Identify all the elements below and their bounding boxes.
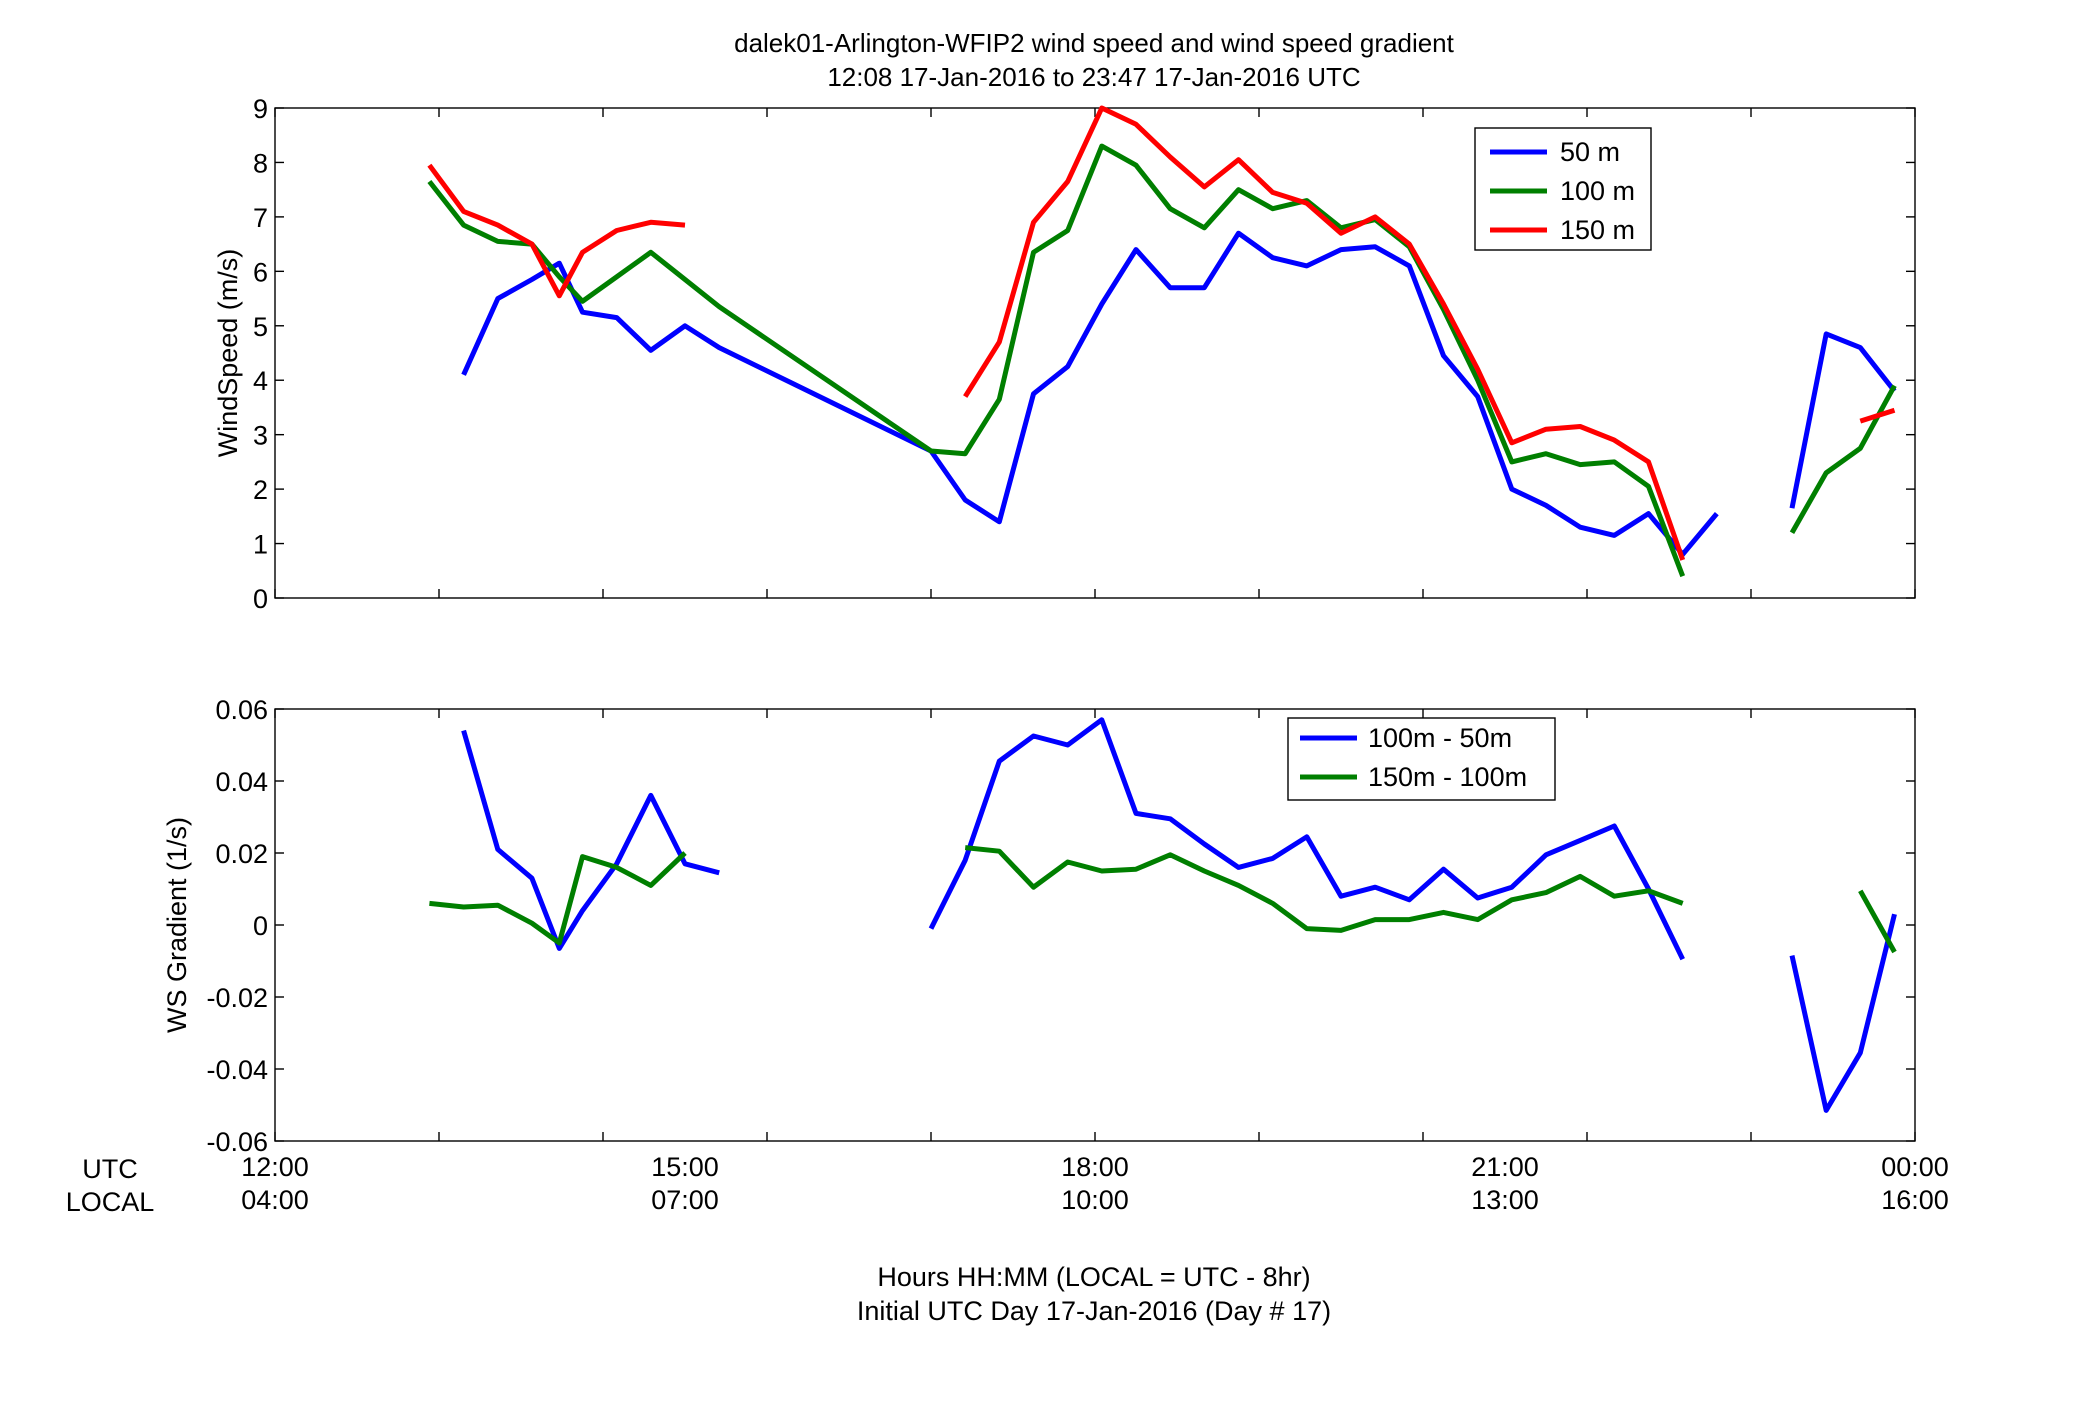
x-tick-label-utc: 12:00: [241, 1152, 309, 1182]
gradient-legend: 100m - 50m 150m - 100m: [1287, 717, 1556, 801]
windspeed-series-lines: [427, 105, 1897, 578]
chart-title-line1: dalek01-Arlington-WFIP2 wind speed and w…: [734, 28, 1455, 58]
windspeed-y-tick-label: 4: [253, 366, 268, 396]
gradient-y-tick-label: -0.02: [206, 983, 268, 1013]
gradient-series-0-line: [461, 717, 1897, 1113]
windspeed-y-tick-label: 8: [253, 148, 268, 178]
x-tick-label-local: 10:00: [1061, 1185, 1129, 1215]
gradient-series-lines: [429, 717, 1897, 1113]
gradient-y-tick-label: 0: [253, 911, 268, 941]
legend-label-150m-100m: 150m - 100m: [1368, 762, 1527, 792]
windspeed-series-0-line: [461, 230, 1897, 557]
x-tick-label-local: 16:00: [1881, 1185, 1949, 1215]
gradient-legend-box: [1287, 717, 1556, 801]
windspeed-series-2-line: [427, 105, 1896, 561]
windspeed-y-tick-label: 2: [253, 475, 268, 505]
gradient-plot-area: [274, 708, 1916, 1142]
windspeed-y-tick-label: 3: [253, 421, 268, 451]
x-tick-label-local: 04:00: [241, 1185, 309, 1215]
gradient-y-tick-label: -0.06: [206, 1127, 268, 1157]
windspeed-y-tick-label: 5: [253, 312, 268, 342]
legend-label-50m: 50 m: [1560, 137, 1620, 167]
windspeed-y-axis-label: WindSpeed (m/s): [213, 249, 243, 458]
windspeed-y-tick-label: 6: [253, 257, 268, 287]
windspeed-panel: 0 1 2 3 4 5 6 7 8 9 WindSpeed (m/s) 50 m 100 m 15…: [213, 94, 1916, 614]
windspeed-legend: 50 m 100 m 150 m: [1474, 127, 1652, 251]
x-row-label-local: LOCAL: [66, 1187, 155, 1217]
windspeed-y-tick-label: 0: [253, 584, 268, 614]
x-tick-label-utc: 00:00: [1881, 1152, 1949, 1182]
gradient-ticks: -0.06 -0.04 -0.02 0 0.02 0.04 0.06: [206, 695, 1916, 1157]
x-tick-label-local: 07:00: [651, 1185, 719, 1215]
windspeed-y-tick-label: 1: [253, 530, 268, 560]
windspeed-y-tick-label: 9: [253, 94, 268, 124]
gradient-y-tick-label: -0.04: [206, 1055, 268, 1085]
gradient-y-tick-label: 0.06: [215, 695, 268, 725]
x-row-label-utc: UTC: [82, 1154, 138, 1184]
windspeed-y-tick-label: 7: [253, 203, 268, 233]
x-tick-label-local: 13:00: [1471, 1185, 1539, 1215]
x-axis-label-line1: Hours HH:MM (LOCAL = UTC - 8hr): [877, 1262, 1310, 1292]
gradient-panel: -0.06 -0.04 -0.02 0 0.02 0.04 0.06 WS Gradient…: [162, 695, 1916, 1157]
gradient-series-1-line: [429, 845, 1897, 954]
gradient-y-axis-label: WS Gradient (1/s): [162, 817, 192, 1033]
gradient-y-tick-label: 0.04: [215, 767, 268, 797]
x-axis-label-line2: Initial UTC Day 17-Jan-2016 (Day # 17): [857, 1296, 1331, 1326]
legend-label-100m: 100 m: [1560, 176, 1635, 206]
x-tick-label-utc: 21:00: [1471, 1152, 1539, 1182]
x-tick-label-utc: 18:00: [1061, 1152, 1129, 1182]
windspeed-ticks: 0 1 2 3 4 5 6 7 8 9: [253, 94, 1916, 614]
chart-title-line2: 12:08 17-Jan-2016 to 23:47 17-Jan-2016 U…: [827, 62, 1360, 92]
x-tick-label-utc: 15:00: [651, 1152, 719, 1182]
gradient-y-tick-label: 0.02: [215, 839, 268, 869]
legend-label-100m-50m: 100m - 50m: [1368, 723, 1512, 753]
legend-label-150m: 150 m: [1560, 215, 1635, 245]
